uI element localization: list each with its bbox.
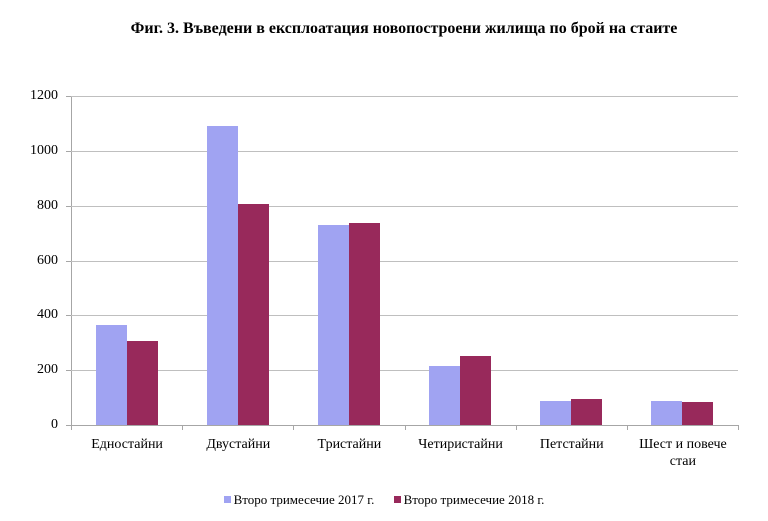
bar-2018: [237, 203, 269, 425]
bar-2017: [95, 324, 127, 425]
x-category-label: Четиристайни: [418, 437, 503, 452]
x-category-label: Петстайни: [539, 437, 604, 452]
gridline: [71, 205, 738, 207]
x-tick-mark: [626, 425, 628, 430]
legend-item-2018: Второ тримесечие 2018 г.: [393, 491, 545, 508]
y-tick-mark: [66, 370, 71, 372]
bar-2017: [206, 125, 238, 425]
y-tick-mark: [66, 315, 71, 317]
chart-title: Фиг. 3. Въведени в експлоатация новопост…: [130, 20, 678, 37]
legend-label-2017: Второ тримесечие 2017 г.: [233, 491, 375, 507]
bar-2017: [317, 224, 349, 425]
bar-2018: [682, 401, 714, 425]
x-category-label: Тристайни: [317, 437, 382, 452]
y-tick-mark: [66, 260, 71, 262]
y-tick-label: 600: [37, 252, 58, 268]
x-category-label: Двустайни: [206, 437, 271, 452]
legend-item-2017: Второ тримесечие 2017 г.: [223, 491, 375, 508]
bar-2018: [460, 355, 492, 425]
gridline: [71, 315, 738, 317]
bar-2017: [540, 400, 572, 425]
bar-2018: [348, 222, 380, 425]
legend: Второ тримесечие 2017 г. Второ тримесечи…: [0, 491, 768, 508]
legend-label-2018: Второ тримесечие 2018 г.: [403, 491, 545, 507]
y-tick-label: 400: [37, 307, 58, 323]
gridline: [71, 370, 738, 372]
y-tick-mark: [66, 96, 71, 97]
gridline: [71, 150, 738, 152]
legend-swatch-2018: [393, 496, 401, 503]
y-tick-label: 0: [51, 417, 58, 432]
plot-area: [66, 96, 739, 430]
bar-2018: [571, 398, 603, 425]
x-tick-mark: [738, 425, 739, 430]
x-tick-mark: [293, 425, 295, 430]
bar-2018: [126, 340, 158, 425]
bar-2017: [429, 366, 461, 425]
x-tick-mark: [404, 425, 406, 430]
gridline: [71, 260, 738, 262]
y-tick-label: 1200: [30, 88, 58, 103]
x-category-label: Едностайни: [91, 437, 163, 452]
y-tick-mark: [66, 205, 71, 207]
x-tick-mark: [71, 425, 72, 430]
y-tick-mark: [66, 150, 71, 152]
x-tick-mark: [515, 425, 517, 430]
legend-swatch-2017: [223, 496, 231, 503]
y-tick-label: 800: [37, 197, 58, 213]
y-tick-label: 1000: [30, 142, 58, 158]
x-category-label: Шест и повече стаи: [639, 437, 727, 469]
y-tick-label: 200: [37, 362, 58, 378]
bar-2017: [651, 400, 683, 425]
y-tick-mark: [66, 425, 71, 426]
gridline: [71, 96, 738, 97]
x-tick-mark: [182, 425, 184, 430]
